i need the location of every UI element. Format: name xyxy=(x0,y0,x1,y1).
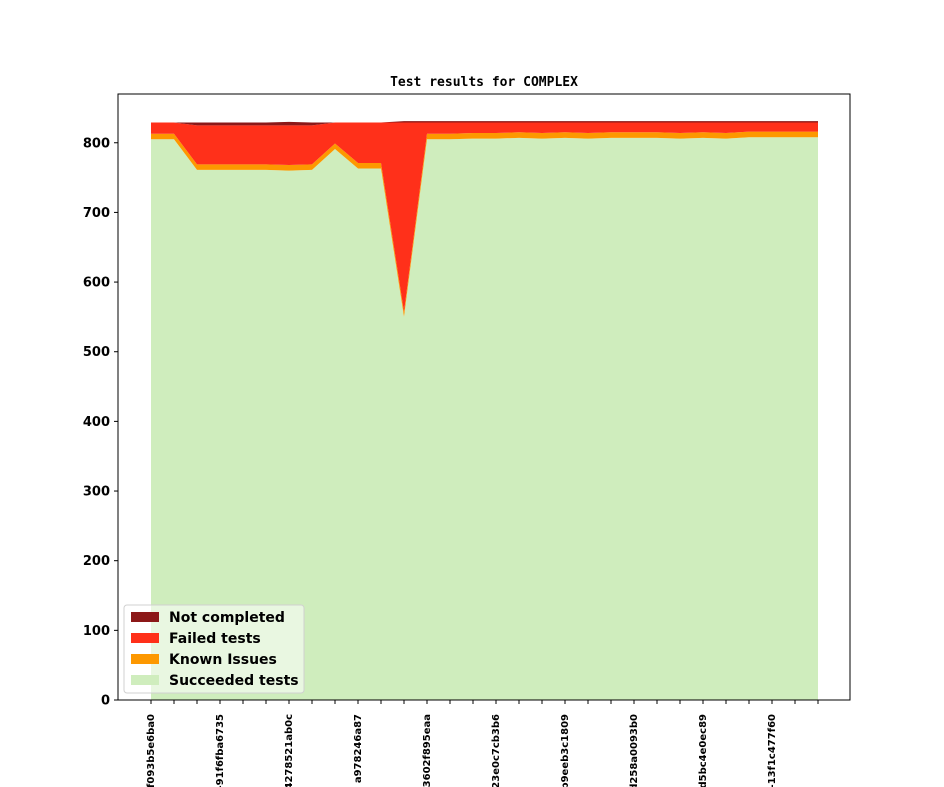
legend: Not completed Failed tests Known Issues Suc… xyxy=(123,604,305,694)
y-tick-label: 200 xyxy=(83,554,110,569)
legend-label: Failed tests xyxy=(169,631,261,647)
x-tick-label: -91f6fba6735 xyxy=(215,714,226,787)
x-tick-label: 4278521ab0c xyxy=(284,714,295,787)
x-tick-label: a978246a87 xyxy=(353,714,364,783)
legend-swatch xyxy=(131,633,159,643)
y-tick-label: 300 xyxy=(83,485,110,500)
plot-frame xyxy=(117,93,851,701)
y-tick-label: 600 xyxy=(83,276,110,291)
x-tick-label: d258a0093b0 xyxy=(629,714,640,787)
y-axis: 0 100 200 300 400 500 600 700 800 xyxy=(83,136,118,709)
legend-swatch xyxy=(131,612,159,622)
x-tick-label: b9eeb3c1809 xyxy=(560,714,571,787)
y-tick-label: 400 xyxy=(83,415,110,430)
area-succeeded-tests xyxy=(151,137,818,700)
x-axis: -f093b5e6ba0 -91f6fba6735 4278521ab0c a9782… xyxy=(146,700,819,787)
x-tick-label: 23e0c7cb3b6 xyxy=(491,714,502,787)
x-tick-label: -13f1c477f60 xyxy=(767,714,778,787)
legend-label: Succeeded tests xyxy=(169,673,299,689)
legend-label: Known Issues xyxy=(169,652,277,668)
area-failed-tests xyxy=(151,122,818,313)
y-tick-label: 500 xyxy=(83,345,110,360)
legend-swatch xyxy=(131,675,159,685)
area-layers xyxy=(151,121,818,700)
area-not-completed xyxy=(151,121,818,126)
y-tick-label: 700 xyxy=(83,206,110,221)
x-tick-label: -f093b5e6ba0 xyxy=(146,714,157,787)
x-tick-label: -d5bc4e0ec89 xyxy=(698,714,709,787)
y-tick-label: 100 xyxy=(83,624,110,639)
legend-swatch xyxy=(131,654,159,664)
y-tick-label: 800 xyxy=(83,136,110,151)
legend-box xyxy=(123,604,305,694)
legend-label: Not completed xyxy=(169,610,285,626)
x-tick-label: -3602f895eaa xyxy=(422,714,433,787)
chart-title: Test results for COMPLEX xyxy=(390,75,578,90)
y-tick-label: 0 xyxy=(101,694,110,709)
